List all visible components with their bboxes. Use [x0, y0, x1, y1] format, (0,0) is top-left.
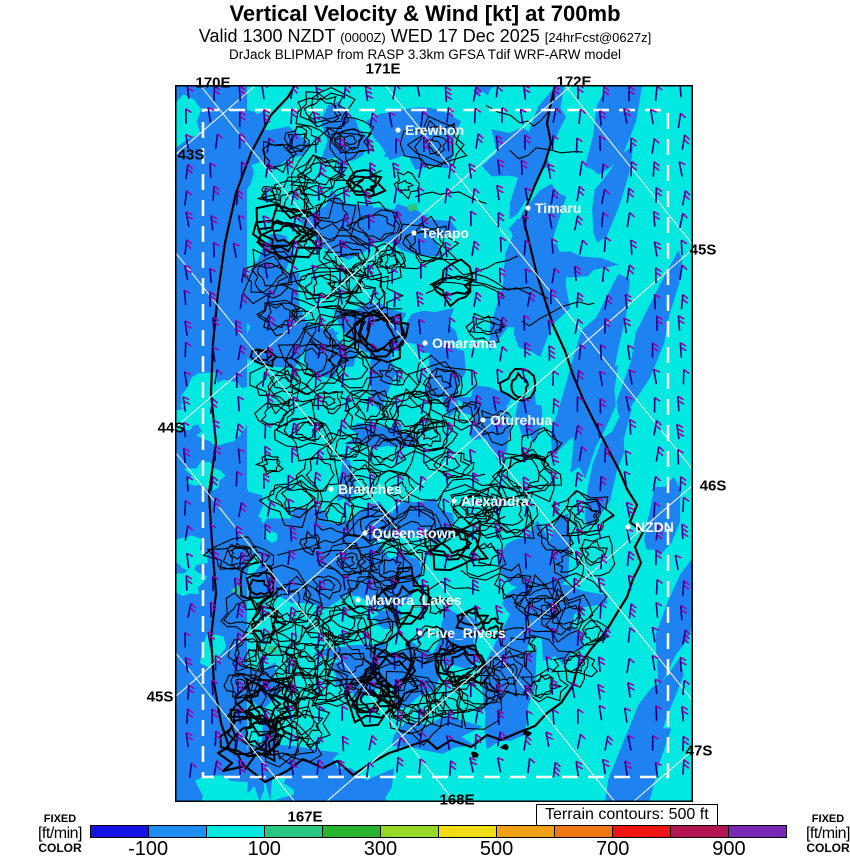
place-label: Mavora_Lakes: [365, 592, 462, 608]
grid-coordinate-label: 170E: [195, 74, 231, 92]
place-marker-dot: [395, 127, 401, 133]
colorbar-segment: [149, 826, 207, 837]
colorbar-segment: [265, 826, 323, 837]
colorbar-segment: [381, 826, 439, 837]
grid-coordinate-label: 172E: [556, 73, 592, 91]
place-marker-dot: [411, 230, 417, 236]
place-label: Tekapo: [421, 225, 469, 241]
colorbar-tick-label: -100: [128, 838, 169, 860]
colorbar-tick-label: 500: [479, 838, 514, 860]
colorbar-segment: [439, 826, 497, 837]
valid-utc: (0000Z): [340, 30, 386, 45]
fixed-label-unit: [ft/min]: [805, 824, 850, 842]
fixed-label-top: FIXED: [43, 813, 77, 825]
grid-coordinate-label: 46S: [699, 477, 727, 495]
colorbar-segment: [555, 826, 613, 837]
model-info-line: DrJack BLIPMAP from RASP 3.3km GFSA Tdif…: [228, 47, 622, 62]
place-marker-dot: [422, 340, 428, 346]
colorbar-segment: [497, 826, 555, 837]
color-scale-bar: [90, 825, 787, 838]
grid-coordinate-label: 167E: [287, 808, 323, 826]
place-label: NZDN: [635, 519, 674, 535]
place-label: Alexandra: [461, 493, 529, 509]
place-marker-dot: [480, 417, 486, 423]
valid-date: WED 17 Dec 2025: [385, 26, 545, 46]
place-label: Oturehua: [490, 412, 552, 428]
colorbar-segment: [671, 826, 729, 837]
place-label: Omarama: [432, 335, 497, 351]
grid-coordinate-label: 43S: [177, 146, 205, 164]
grid-coordinate-label: 47S: [685, 742, 713, 760]
place-marker-dot: [362, 530, 368, 536]
forecast-tag: [24hrFcst@0627z]: [544, 30, 652, 45]
place-marker-dot: [525, 205, 531, 211]
fixed-color-label-left: FIXED [ft/min] COLOR: [24, 813, 96, 856]
fixed-label-top: FIXED: [811, 813, 845, 825]
place-marker-dot: [451, 498, 457, 504]
colorbar-tick-label: 900: [712, 838, 746, 860]
colorbar-tick-label: 700: [596, 838, 630, 860]
grid-coordinate-label: 44S: [157, 419, 185, 437]
grid-coordinate-label: 171E: [365, 60, 401, 78]
grid-coordinate-label: 168E: [439, 791, 475, 809]
grid-coordinate-label: 45S: [146, 688, 174, 706]
terrain-contours-note: Terrain contours: 500 ft: [536, 804, 718, 826]
colorbar-segment: [729, 826, 786, 837]
colorbar-segment: [207, 826, 265, 837]
place-label: Branches: [338, 481, 402, 497]
map-canvas: Erewhon Timaru Tekapo Omarama Oturehua Branch…: [148, 25, 718, 854]
fixed-label-bottom: COLOR: [38, 841, 82, 856]
colorbar-tick-label: 300: [363, 838, 398, 860]
fixed-label-bottom: COLOR: [806, 841, 850, 856]
colorbar-segment: [613, 826, 671, 837]
place-marker-dot: [328, 486, 334, 492]
place-marker-dot: [625, 524, 631, 530]
place-marker-dot: [355, 597, 361, 603]
place-label: Five_Rivers: [427, 625, 506, 641]
fixed-color-label-right: FIXED [ft/min] COLOR: [792, 813, 850, 856]
colorbar-segment: [91, 826, 149, 837]
fixed-label-unit: [ft/min]: [37, 824, 83, 842]
colorbar-tick-label: 100: [247, 838, 281, 860]
page-title: Vertical Velocity & Wind [kt] at 700mb: [229, 1, 621, 26]
place-marker-dot: [417, 630, 423, 636]
valid-time-line: Valid 1300 NZDT (0000Z) WED 17 Dec 2025 …: [0, 26, 850, 47]
place-label: Timaru: [535, 200, 581, 216]
place-labels-layer: Erewhon Timaru Tekapo Omarama Oturehua Branch…: [328, 122, 674, 641]
grid-coordinate-label: 45S: [689, 241, 717, 259]
place-label: Erewhon: [405, 122, 464, 138]
colorbar-segment: [323, 826, 381, 837]
place-label: Queenstown: [372, 525, 456, 541]
weather-map: Erewhon Timaru Tekapo Omarama Oturehua Branch…: [148, 25, 718, 854]
valid-prefix: Valid 1300 NZDT: [198, 26, 341, 46]
